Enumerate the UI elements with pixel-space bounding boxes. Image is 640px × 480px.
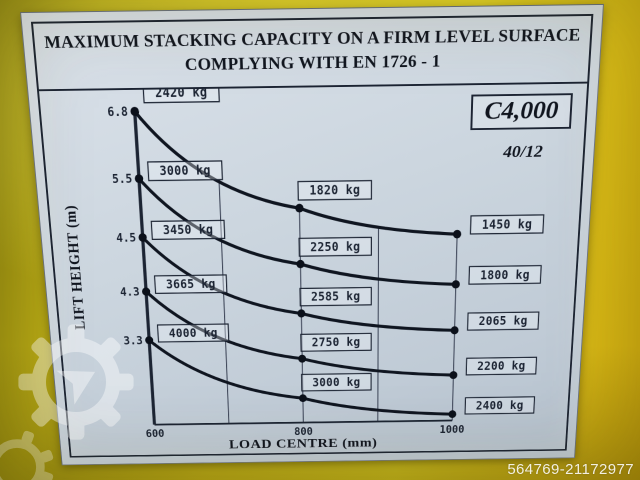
capacity-label-start: 3450 kg [163,223,214,238]
capacity-label-mid: 2585 kg [311,290,360,304]
model-code: C4,000 [484,96,560,125]
x-tick-label: 1000 [439,424,464,436]
grid-line [219,182,229,424]
capacity-plate: MAXIMUM STACKING CAPACITY ON A FIRM LEVE… [20,3,604,466]
load-centre-axis-label: LOAD CENTRE (mm) [228,436,378,452]
x-tick-label: 600 [145,428,164,440]
y-tick-label: 5.5 [112,172,133,186]
capacity-label-start: 2420 kg [155,85,208,101]
model-variant: 40/12 [502,141,544,161]
capacity-label-mid-box [298,181,372,200]
capacity-label-end-box [470,215,543,234]
capacity-label-end: 1450 kg [482,218,533,233]
capacity-label-start: 3000 kg [159,164,211,179]
capacity-label-end: 2065 kg [478,315,527,329]
data-point-dot [297,309,306,318]
model-box: C4,000 [470,93,573,131]
capacity-label-mid: 1820 kg [309,184,360,199]
chart-area: 2420 kg 1820 kg 1450 kg 3000 kg 2250 kg 1800 … [39,83,587,456]
y-tick-label: 4.3 [120,286,140,299]
data-point-dot [448,410,457,419]
grid-line [378,227,379,421]
x-tick-label: 800 [294,426,313,438]
capacity-label-start: 4000 kg [169,327,218,341]
data-point-dot [450,326,459,335]
y-tick-label: 6.8 [107,105,128,119]
data-point-dot [298,394,307,403]
capacity-chart-svg: 2420 kg 1820 kg 1450 kg 3000 kg 2250 kg 1800 … [107,83,587,440]
data-point-dot [452,229,462,239]
capacity-label-start-box [148,161,223,181]
capacity-label-end: 1800 kg [480,269,530,283]
y-axis-line [135,111,155,424]
data-point-dot [130,106,140,117]
data-point-dot [296,259,305,269]
plate-title: MAXIMUM STACKING CAPACITY ON A FIRM LEVE… [34,23,591,80]
capacity-label-start-box [151,220,224,239]
data-point-dot [451,280,460,289]
gear-watermark-small-icon [0,430,54,480]
y-tick-label: 3.3 [123,334,143,346]
data-point-dot [295,203,304,213]
capacity-label-start: 3665 kg [166,278,216,292]
capacity-label-mid-box [299,237,371,256]
capacity-label-end: 2200 kg [477,360,526,374]
capacity-label-mid: 3000 kg [312,376,360,389]
capacity-label-mid: 2250 kg [310,240,360,255]
serial-watermark: 564769-21172977 [507,461,634,478]
data-point-dot [449,371,458,380]
data-point-dot [298,354,307,363]
y-tick-label: 4.5 [116,231,137,244]
plate-border: MAXIMUM STACKING CAPACITY ON A FIRM LEVE… [30,13,594,458]
capacity-label-mid: 2750 kg [312,336,361,350]
capacity-label-end: 2400 kg [476,399,524,412]
